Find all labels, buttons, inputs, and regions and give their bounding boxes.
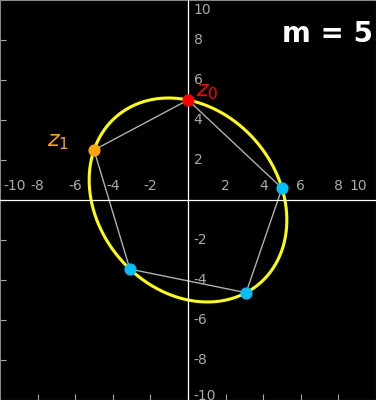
- Point: [279, 185, 285, 191]
- Text: -6: -6: [194, 313, 208, 327]
- Text: -10: -10: [194, 389, 216, 400]
- Point: [185, 97, 191, 103]
- Text: -10: -10: [4, 179, 26, 193]
- Text: -6: -6: [68, 179, 82, 193]
- Text: 10: 10: [349, 179, 367, 193]
- Text: $z_1$: $z_1$: [47, 132, 69, 152]
- Text: -2: -2: [144, 179, 157, 193]
- Text: -8: -8: [194, 353, 208, 367]
- Text: 2: 2: [221, 179, 230, 193]
- Text: 2: 2: [194, 153, 202, 167]
- Text: $z_0$: $z_0$: [196, 82, 218, 102]
- Text: 4: 4: [194, 113, 202, 127]
- Text: -4: -4: [106, 179, 120, 193]
- Text: 6: 6: [194, 73, 203, 87]
- Point: [127, 266, 133, 272]
- Text: 8: 8: [194, 33, 203, 47]
- Text: m = 5: m = 5: [282, 20, 373, 48]
- Text: -2: -2: [194, 233, 207, 247]
- Text: 4: 4: [259, 179, 268, 193]
- Text: 10: 10: [194, 3, 211, 17]
- Text: 8: 8: [334, 179, 343, 193]
- Point: [243, 290, 249, 296]
- Point: [91, 147, 97, 153]
- Text: 6: 6: [296, 179, 305, 193]
- Text: -8: -8: [31, 179, 44, 193]
- Text: -4: -4: [194, 273, 207, 287]
